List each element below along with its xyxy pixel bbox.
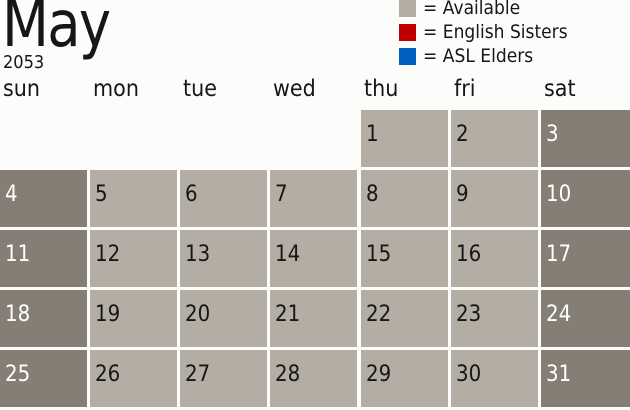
day-cell[interactable]: 13 bbox=[180, 230, 267, 287]
day-number: 31 bbox=[546, 362, 572, 387]
day-number: 20 bbox=[185, 302, 211, 327]
day-number: 21 bbox=[275, 302, 301, 327]
day-number: 3 bbox=[546, 122, 559, 147]
day-number: 9 bbox=[456, 182, 469, 207]
day-cell[interactable]: 6 bbox=[180, 170, 267, 227]
day-number: 29 bbox=[366, 362, 392, 387]
day-cell[interactable]: 8 bbox=[361, 170, 448, 227]
day-number: 11 bbox=[5, 242, 31, 267]
legend-label: = English Sisters bbox=[423, 21, 568, 43]
legend-swatch bbox=[399, 0, 416, 17]
day-cell[interactable]: 12 bbox=[90, 230, 177, 287]
day-number: 17 bbox=[546, 242, 572, 267]
day-cell[interactable]: 22 bbox=[361, 290, 448, 347]
day-cell[interactable]: 29 bbox=[361, 350, 448, 407]
day-cell[interactable]: 15 bbox=[361, 230, 448, 287]
year-label: 2053 bbox=[3, 52, 45, 73]
weekday-sun: sun bbox=[3, 76, 41, 102]
day-number: 4 bbox=[5, 182, 18, 207]
day-cell[interactable]: 19 bbox=[90, 290, 177, 347]
day-number: 22 bbox=[366, 302, 392, 327]
day-number: 26 bbox=[95, 362, 121, 387]
day-number: 6 bbox=[185, 182, 198, 207]
day-number: 8 bbox=[366, 182, 379, 207]
day-cell[interactable]: 21 bbox=[270, 290, 357, 347]
day-number: 30 bbox=[456, 362, 482, 387]
day-cell[interactable]: 16 bbox=[451, 230, 538, 287]
day-number: 16 bbox=[456, 242, 482, 267]
day-cell[interactable]: 30 bbox=[451, 350, 538, 407]
day-number: 5 bbox=[95, 182, 108, 207]
weekday-wed: wed bbox=[273, 76, 316, 102]
day-number: 7 bbox=[275, 182, 288, 207]
day-cell[interactable]: 9 bbox=[451, 170, 538, 227]
day-cell[interactable]: 25 bbox=[0, 350, 87, 407]
day-number: 19 bbox=[95, 302, 121, 327]
day-number: 13 bbox=[185, 242, 211, 267]
day-cell[interactable]: 14 bbox=[270, 230, 357, 287]
day-number: 15 bbox=[366, 242, 392, 267]
weekday-mon: mon bbox=[93, 76, 139, 102]
day-cell[interactable]: 17 bbox=[541, 230, 630, 287]
day-number: 23 bbox=[456, 302, 482, 327]
day-cell[interactable]: 3 bbox=[541, 110, 630, 167]
day-number: 18 bbox=[5, 302, 31, 327]
day-cell[interactable]: 18 bbox=[0, 290, 87, 347]
day-cell[interactable]: 5 bbox=[90, 170, 177, 227]
legend-label: = ASL Elders bbox=[423, 45, 534, 67]
day-cell[interactable]: 23 bbox=[451, 290, 538, 347]
day-cell[interactable]: 28 bbox=[270, 350, 357, 407]
day-cell[interactable]: 10 bbox=[541, 170, 630, 227]
day-number: 1 bbox=[366, 122, 379, 147]
legend-swatch bbox=[399, 24, 416, 41]
legend-label: = Available bbox=[423, 0, 521, 19]
weekday-sat: sat bbox=[544, 76, 576, 102]
legend-swatch bbox=[399, 48, 416, 65]
day-number: 28 bbox=[275, 362, 301, 387]
weekday-fri: fri bbox=[454, 76, 476, 102]
day-number: 14 bbox=[275, 242, 301, 267]
day-number: 24 bbox=[546, 302, 572, 327]
weekday-thu: thu bbox=[364, 76, 399, 102]
day-cell[interactable]: 26 bbox=[90, 350, 177, 407]
day-number: 27 bbox=[185, 362, 211, 387]
day-cell[interactable]: 4 bbox=[0, 170, 87, 227]
day-number: 10 bbox=[546, 182, 572, 207]
day-cell[interactable]: 20 bbox=[180, 290, 267, 347]
weekday-tue: tue bbox=[183, 76, 217, 102]
day-cell[interactable]: 1 bbox=[361, 110, 448, 167]
day-number: 25 bbox=[5, 362, 31, 387]
day-cell[interactable]: 11 bbox=[0, 230, 87, 287]
day-cell[interactable]: 27 bbox=[180, 350, 267, 407]
day-cell[interactable]: 2 bbox=[451, 110, 538, 167]
day-cell[interactable]: 31 bbox=[541, 350, 630, 407]
month-title: May bbox=[2, 0, 111, 62]
day-cell[interactable]: 24 bbox=[541, 290, 630, 347]
day-number: 2 bbox=[456, 122, 469, 147]
day-number: 12 bbox=[95, 242, 121, 267]
day-cell[interactable]: 7 bbox=[270, 170, 357, 227]
